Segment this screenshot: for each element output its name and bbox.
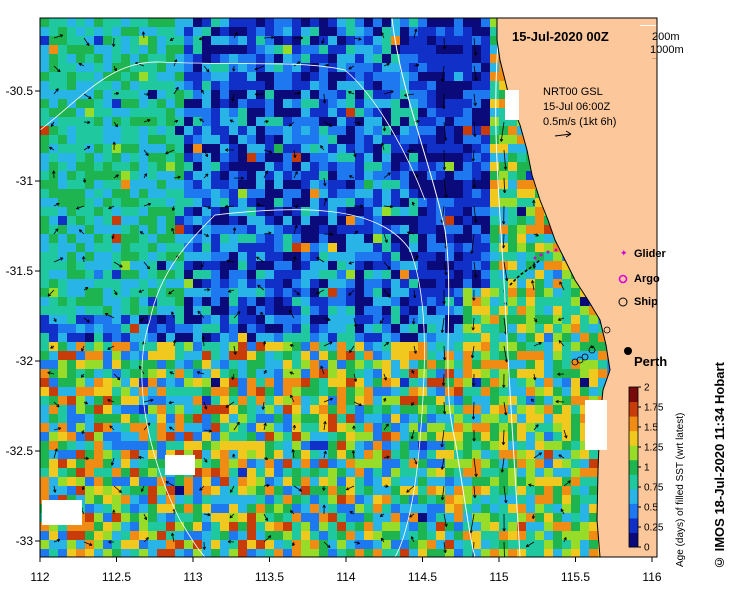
colorbar-tick-label: 2 (644, 383, 650, 394)
perth-label: Perth (634, 354, 667, 369)
colorbar-cell (629, 445, 638, 461)
isobath-legend-shallow: 200m (652, 31, 680, 43)
y-axis: -30.5 -31 -31.5 -32 -32.5 -33 (6, 84, 40, 548)
observation-legend: ✦ Glider Argo Ship (618, 248, 667, 308)
colorbar-tick-label: 1.25 (644, 443, 664, 454)
y-tick-label: -32 (16, 354, 34, 368)
isobath-legend-200m-line (640, 25, 657, 26)
x-tick-label: 113.5 (255, 570, 284, 584)
isobath-legend-deep: 1000m (650, 44, 684, 56)
colorbar-cell (629, 416, 638, 432)
colorbar-tick-label: 0.5 (644, 503, 658, 514)
y-tick-label: -33 (16, 534, 34, 548)
x-tick-label: 113 (183, 570, 202, 584)
y-tick-label: -30.5 (6, 84, 34, 98)
colorbar-label: Age (days) of filled SST (wrt latest) (675, 413, 686, 567)
colorbar: 0 0.25 0.5 0.75 1 1.25 1.5 1.75 2 Age (days) of … (628, 383, 686, 567)
imos-credit: © IMOS 18-Jul-2020 11:34 Hobart (712, 362, 727, 570)
isobath-contour-b (214, 209, 425, 557)
isobath-contour-c (149, 214, 216, 321)
colorbar-cell (629, 532, 638, 548)
cloud-patch (505, 90, 519, 120)
colorbar-cell (629, 430, 638, 446)
cloud-patch (42, 500, 82, 525)
argo-marker-icon (618, 274, 628, 284)
x-tick-label: 112.5 (102, 570, 131, 584)
x-tick-label: 115 (489, 570, 508, 584)
isobath-legend-1000m-line (652, 58, 657, 59)
colorbar-cell (629, 387, 638, 403)
legend-ship-label: Ship (634, 296, 658, 308)
current-scale-label: 0.5m/s (1kt 6h) (543, 116, 616, 128)
ship-track (571, 326, 611, 366)
colorbar-tick-label: 1 (644, 463, 650, 474)
x-tick-label: 116 (642, 570, 661, 584)
colorbar-cell (629, 488, 638, 504)
current-scale-arrow (554, 130, 572, 138)
x-tick-label: 114 (336, 570, 355, 584)
isobath-contour-d (141, 319, 206, 557)
colorbar-tick-label: 0 (644, 543, 650, 554)
current-time-label: 15-Jul 06:00Z (543, 101, 611, 113)
x-tick-label: 112 (30, 570, 49, 584)
cloud-patch (165, 455, 195, 475)
map-plot-area (40, 18, 657, 557)
y-tick-label: -31.5 (6, 264, 34, 278)
x-tick-label: 114.5 (408, 570, 437, 584)
ship-marker-icon (618, 297, 628, 307)
isobath-contour-a (40, 61, 426, 201)
legend-glider-label: Glider (634, 248, 667, 260)
y-tick-label: -31 (16, 174, 34, 188)
legend-argo-label: Argo (634, 273, 660, 285)
isobath-200m (495, 18, 521, 557)
glider-marker-icon: ✦ (620, 248, 628, 258)
plot-frame (39, 17, 658, 558)
colorbar-cell (629, 517, 638, 533)
colorbar-tick-label: 0.25 (644, 523, 664, 534)
colorbar-tick-label: 1.75 (644, 403, 664, 414)
colorbar-cell (629, 474, 638, 490)
colorbar-cell (629, 401, 638, 417)
colorbar-cell (629, 459, 638, 475)
colorbar-tick-label: 0.75 (644, 483, 664, 494)
colorbar-tick-label: 1.5 (644, 423, 658, 434)
y-tick-label: -32.5 (6, 444, 34, 458)
current-source-label: NRT00 GSL (543, 86, 603, 98)
cloud-patch (585, 400, 607, 450)
perth-location-marker (624, 347, 632, 355)
isobath-1000m (391, 18, 476, 557)
map-date-title: 15-Jul-2020 00Z (512, 29, 609, 44)
x-tick-label: 115.5 (561, 570, 590, 584)
glider-positions (533, 248, 558, 260)
current-vectors (47, 28, 595, 557)
glider-track (509, 259, 541, 286)
x-axis: 112 112.5 113 113.5 114 114.5 115 115.5 116 (30, 557, 662, 584)
colorbar-cell (629, 503, 638, 519)
